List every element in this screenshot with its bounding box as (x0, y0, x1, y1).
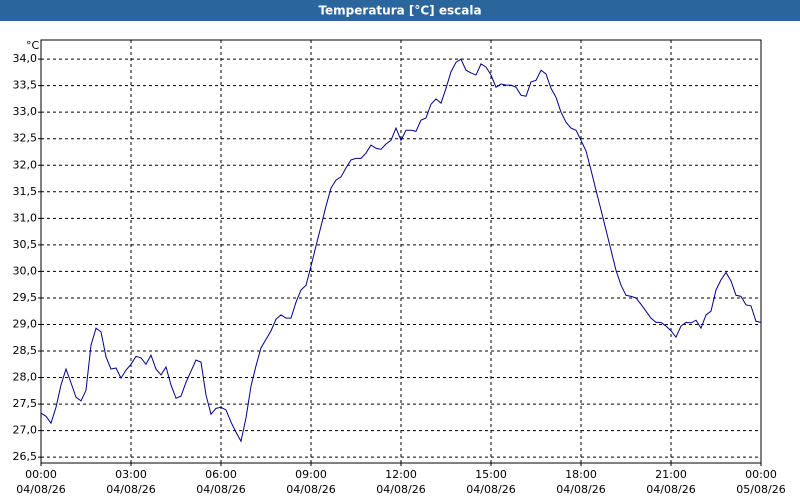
temperature-line (40, 58, 762, 443)
y-tick-label: 30,5 (13, 238, 38, 251)
y-axis-unit: °C (26, 39, 40, 52)
y-tick-label: 31,0 (13, 211, 38, 224)
y-tick-label: 34,0 (13, 52, 38, 65)
y-tick-label: 30,0 (13, 264, 38, 277)
y-tick-label: 32,5 (13, 132, 38, 145)
x-tick-label: 12:00 (385, 468, 417, 481)
x-tick-date: 04/08/26 (556, 483, 605, 496)
y-tick-label: 28,0 (13, 371, 38, 384)
x-tick-label: 00:00 (25, 468, 57, 481)
x-tick-label: 00:00 (745, 468, 777, 481)
x-tick-label: 15:00 (475, 468, 507, 481)
y-tick-label: 26,5 (13, 450, 38, 463)
x-tick-date: 05/08/26 (736, 483, 785, 496)
y-tick-label: 31,5 (13, 185, 38, 198)
x-tick-label: 03:00 (115, 468, 147, 481)
y-tick-label: 27,0 (13, 424, 38, 437)
x-tick-date: 04/08/26 (376, 483, 425, 496)
y-tick-label: 29,5 (13, 291, 38, 304)
y-tick-label: 29,0 (13, 317, 38, 330)
y-tick-label: 27,5 (13, 397, 38, 410)
x-tick-date: 04/08/26 (16, 483, 65, 496)
x-tick-label: 09:00 (295, 468, 327, 481)
chart-title: Temperatura [°C] escala (318, 4, 481, 18)
y-tick-label: 32,0 (13, 158, 38, 171)
x-tick-date: 04/08/26 (196, 483, 245, 496)
y-tick-label: 33,5 (13, 79, 38, 92)
x-tick-label: 21:00 (655, 468, 687, 481)
title-bar (0, 0, 800, 21)
x-tick-label: 18:00 (565, 468, 597, 481)
y-tick-label: 28,5 (13, 344, 38, 357)
x-tick-date: 04/08/26 (286, 483, 335, 496)
x-tick-date: 04/08/26 (466, 483, 515, 496)
x-tick-date: 04/08/26 (106, 483, 155, 496)
y-tick-label: 33,0 (13, 105, 38, 118)
x-tick-label: 06:00 (205, 468, 237, 481)
x-tick-date: 04/08/26 (646, 483, 695, 496)
